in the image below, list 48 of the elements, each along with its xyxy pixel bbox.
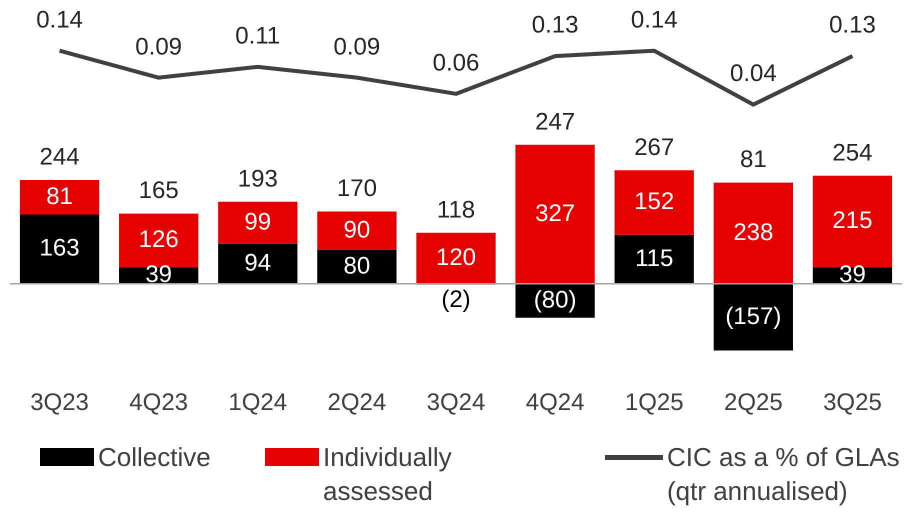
total-label: 118 — [436, 196, 476, 224]
data-label: 81 — [46, 182, 73, 210]
data-label: 0.14 — [36, 6, 83, 34]
legend-label: CIC as a % of GLAs (qtr annualised) — [667, 441, 901, 508]
data-label: (80) — [534, 286, 576, 314]
legend-label: Collective — [98, 441, 211, 474]
total-label: 165 — [138, 177, 179, 204]
data-label: 0.04 — [730, 60, 777, 88]
x-tick-label: 2Q25 — [724, 389, 783, 416]
data-label: 80 — [344, 252, 370, 280]
data-label: (157) — [725, 302, 782, 330]
total-label: 170 — [336, 175, 377, 202]
data-label: 39 — [145, 261, 172, 288]
data-label: 0.13 — [829, 12, 876, 39]
data-label: 99 — [244, 208, 272, 236]
total-label: 244 — [40, 144, 80, 171]
x-tick-label: 1Q24 — [228, 389, 288, 416]
total-label: 254 — [832, 139, 872, 166]
data-label: 0.11 — [235, 22, 280, 50]
x-tick-label: 3Q24 — [426, 389, 486, 416]
data-label: 152 — [634, 188, 674, 216]
data-label: 94 — [244, 249, 272, 276]
data-label: 0.13 — [532, 12, 578, 39]
total-label: 193 — [238, 165, 278, 192]
data-label: 115 — [635, 244, 674, 272]
x-tick-label: 4Q24 — [526, 389, 584, 416]
data-label: 0.09 — [334, 33, 380, 60]
x-tick-label: 3Q25 — [823, 389, 882, 416]
data-label: 163 — [40, 234, 80, 262]
x-tick-label: 1Q25 — [624, 389, 684, 416]
data-label: 0.14 — [630, 6, 678, 34]
data-label: 0.06 — [432, 49, 480, 76]
data-label: 327 — [535, 200, 576, 227]
total-label: 267 — [634, 134, 674, 161]
data-label: 90 — [344, 216, 370, 244]
x-tick-label: 3Q23 — [30, 389, 89, 416]
data-label: 120 — [436, 244, 476, 271]
data-label: 39 — [839, 261, 866, 288]
data-label: 238 — [733, 218, 774, 246]
data-label: (2) — [441, 286, 471, 314]
x-tick-label: 2Q24 — [328, 389, 386, 416]
legend-label: Individually assessed — [323, 441, 453, 508]
data-label: 215 — [832, 207, 872, 234]
data-label: 126 — [138, 226, 179, 254]
total-label: 81 — [740, 146, 767, 174]
total-label: 247 — [535, 108, 576, 136]
data-label: 0.09 — [135, 33, 182, 60]
x-tick-label: 4Q23 — [129, 389, 188, 416]
